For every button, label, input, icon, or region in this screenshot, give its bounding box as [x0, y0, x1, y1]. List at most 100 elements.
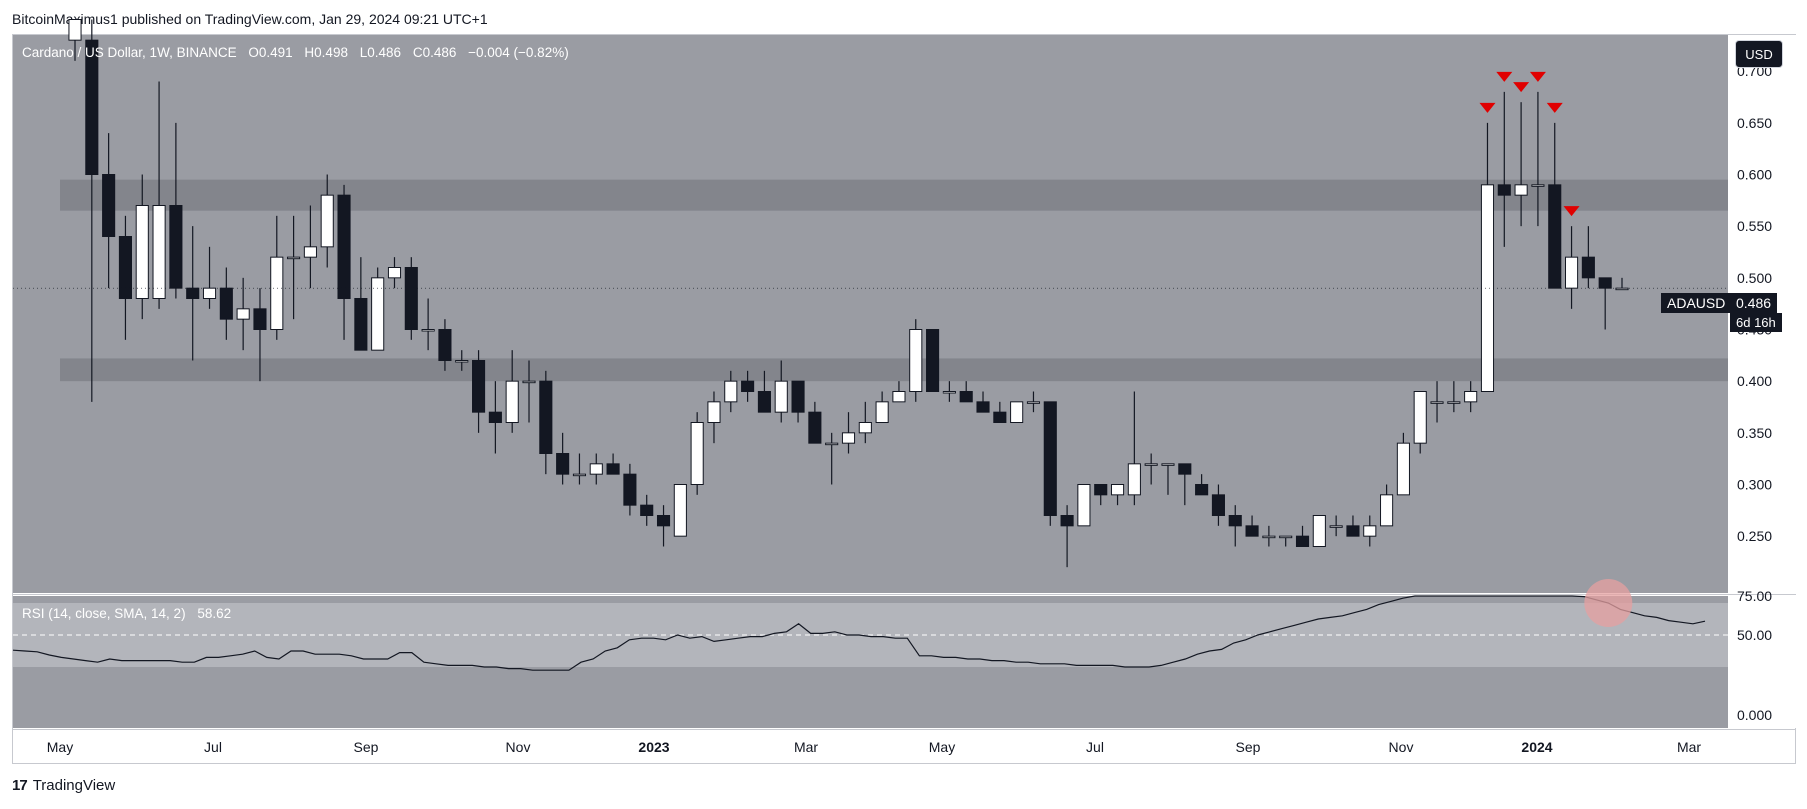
candle [572, 453, 587, 485]
candle-body [673, 484, 687, 537]
candle [505, 350, 519, 433]
candle-body [1447, 401, 1461, 404]
tradingview-logo[interactable]: 17 TradingView [12, 777, 115, 794]
candle [1127, 391, 1141, 506]
rejection-marker [1529, 71, 1546, 82]
time-tick-label: Jul [1086, 739, 1104, 755]
price-legend: Cardano / US Dollar, 1W, BINANCE O0.491 … [22, 45, 569, 60]
candle [1363, 515, 1377, 547]
time-tick-label: Sep [354, 739, 379, 755]
candle [404, 257, 418, 340]
candle [1110, 484, 1125, 506]
candle-body [303, 246, 317, 258]
candle [488, 381, 502, 454]
candle [1211, 484, 1225, 526]
price-tick-label: 0.650 [1737, 115, 1772, 131]
price-pane [13, 35, 1728, 593]
candle-body [1195, 484, 1209, 496]
candle-body [1329, 525, 1343, 528]
candle [1565, 226, 1579, 309]
rsi-highlight-circle [1584, 579, 1633, 627]
candle [421, 298, 435, 351]
candle [942, 381, 956, 402]
legend-open-label: O [248, 45, 259, 60]
candle-body [959, 391, 973, 403]
candle [1396, 432, 1410, 496]
candle-body [892, 391, 906, 403]
candle [1447, 381, 1461, 413]
rejection-marker [1563, 206, 1580, 217]
candle [808, 401, 822, 444]
candle-body [976, 401, 990, 413]
rejection-marker [1479, 102, 1496, 113]
candle [236, 277, 250, 351]
candle-body [1548, 184, 1562, 289]
candle-body [186, 287, 200, 299]
candle [270, 215, 284, 340]
candle [1161, 463, 1175, 495]
candle [320, 174, 334, 268]
candle-body [421, 329, 435, 332]
candle [371, 267, 385, 351]
candle [539, 370, 553, 475]
candle-body [1565, 256, 1579, 289]
candle [1228, 505, 1242, 547]
rsi-line [12, 595, 1706, 671]
candle [1514, 102, 1528, 227]
candle-body [135, 205, 149, 299]
candle-body [1127, 463, 1141, 496]
legend-low: 0.486 [367, 45, 402, 60]
last-price-tag: 0.486 [1730, 293, 1778, 313]
candle-body [505, 380, 519, 423]
candle [1026, 391, 1041, 413]
candle [1245, 515, 1259, 537]
candle [1581, 226, 1595, 289]
candle-body [1430, 401, 1444, 404]
legend-close-label: C [412, 45, 423, 60]
candle [690, 412, 704, 495]
currency-button[interactable]: USD [1735, 40, 1783, 68]
tradingview-logo-icon: 17 [12, 777, 28, 794]
candle-body [589, 463, 603, 475]
candle-body [1312, 515, 1326, 547]
legend-high: 0.498 [314, 45, 348, 60]
candle [1094, 484, 1108, 506]
rejection-marker [1513, 82, 1530, 93]
candle-body [354, 298, 368, 351]
candle-body [404, 267, 418, 330]
candle-body [1363, 525, 1377, 537]
candle [1615, 277, 1629, 291]
candle-body [556, 453, 570, 475]
price-tick-label: 0.600 [1737, 167, 1772, 183]
publisher-line: BitcoinMaximus1 published on TradingView… [12, 11, 488, 27]
candle-body [1295, 535, 1310, 548]
candle-body [1060, 515, 1074, 527]
legend-high-label: H [304, 45, 315, 60]
price-tick-label: 0.400 [1737, 373, 1772, 389]
time-tick-label: Mar [1677, 739, 1701, 755]
candle-body [841, 432, 856, 444]
candle [1480, 122, 1495, 392]
candle-body [287, 256, 301, 260]
candle [589, 453, 603, 485]
candle [623, 463, 637, 516]
candle-body [539, 380, 553, 454]
candle-body [85, 39, 99, 175]
candle [1077, 484, 1091, 527]
candle-body [623, 473, 637, 506]
candle [1346, 515, 1360, 537]
candle [757, 370, 771, 413]
price-tick-label: 0.300 [1737, 477, 1772, 493]
candle-body [1211, 494, 1225, 517]
candle [1262, 525, 1276, 547]
candle-body [202, 287, 217, 299]
candle [1312, 515, 1326, 547]
legend-change: −0.004 (−0.82%) [468, 45, 569, 60]
candle [741, 370, 755, 402]
candle-body [219, 287, 233, 320]
candle [68, 19, 82, 61]
price-tick-label: 0.500 [1737, 270, 1772, 286]
candle-body [1228, 515, 1242, 527]
candle [858, 401, 872, 444]
